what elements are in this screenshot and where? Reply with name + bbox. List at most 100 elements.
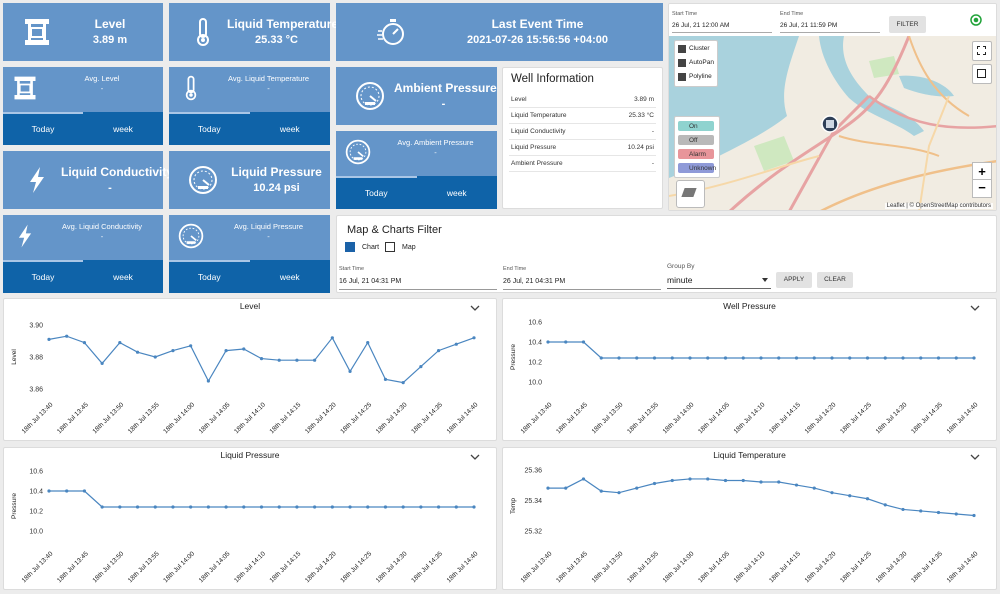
field-value[interactable]: 26 Jul, 21 04:31 PM xyxy=(503,278,566,285)
icon xyxy=(30,167,44,193)
x-tick-label: 18th Jul 14:40 xyxy=(946,401,980,435)
tab[interactable]: week xyxy=(279,124,300,134)
tile-title: Liquid Temperature xyxy=(227,17,339,31)
tile-title: Ambient Pressure xyxy=(394,81,497,95)
data-point xyxy=(206,505,210,509)
x-tick-label: 18th Jul 14:00 xyxy=(162,401,196,435)
tab-bar: Today week xyxy=(169,260,330,293)
icon xyxy=(377,19,404,45)
checkbox[interactable] xyxy=(678,59,686,67)
data-point xyxy=(224,505,228,509)
map-toolbar xyxy=(669,4,996,36)
icon xyxy=(356,82,384,110)
map-road xyxy=(918,95,950,210)
icon xyxy=(185,75,197,101)
icon-part xyxy=(14,95,36,100)
x-tick-label: 18th Jul 14:00 xyxy=(162,550,196,584)
data-point xyxy=(759,356,763,360)
y-tick-label: 10.0 xyxy=(528,380,542,387)
x-tick-label: 18th Jul 13:55 xyxy=(626,401,660,435)
data-point xyxy=(436,505,441,509)
icon-part xyxy=(345,139,371,165)
tab[interactable]: Today xyxy=(31,124,55,134)
filter-button[interactable]: FILTER xyxy=(889,16,926,33)
clear-button[interactable]: CLEAR xyxy=(817,272,853,288)
checkbox[interactable] xyxy=(345,242,355,252)
data-point xyxy=(472,505,476,509)
x-tick-label: 18th Jul 13:40 xyxy=(520,401,554,435)
apply-button[interactable]: APPLY xyxy=(776,272,812,288)
field-value[interactable]: 26 Jul, 21 11:59 PM xyxy=(780,22,838,29)
map[interactable] xyxy=(669,36,997,211)
data-point xyxy=(901,507,905,512)
icon-part xyxy=(360,86,380,106)
x-tick-label: 18th Jul 14:10 xyxy=(733,550,767,584)
x-tick-label: 18th Jul 14:35 xyxy=(410,401,444,435)
tab[interactable]: week xyxy=(113,124,133,134)
data-point xyxy=(777,480,781,484)
data-point xyxy=(546,340,550,344)
field-value[interactable]: 16 Jul, 21 04:31 PM xyxy=(339,278,402,285)
data-point xyxy=(652,356,657,360)
x-tick-label: 18th Jul 14:15 xyxy=(768,550,802,584)
x-tick-label: 18th Jul 14:40 xyxy=(446,401,480,435)
chart-card: Level Level 3.86 3.88 3.90 18th Jul 13:40 18th… xyxy=(3,298,497,441)
data-point xyxy=(366,341,370,345)
info-label: Liquid Conductivity xyxy=(511,128,566,135)
x-tick-label: 18th Jul 14:20 xyxy=(804,550,838,584)
tile-value: 2021-07-26 15:56:56 +04:00 xyxy=(467,34,608,46)
x-tick-label: 18th Jul 13:40 xyxy=(21,550,55,584)
y-tick-label: 3.86 xyxy=(29,387,43,394)
tile-title: Last Event Time xyxy=(491,17,584,31)
x-tick-label: 18th Jul 14:30 xyxy=(875,401,909,435)
zoom-in[interactable]: + xyxy=(972,162,992,181)
legend-swatch xyxy=(678,163,714,173)
data-point xyxy=(617,356,621,360)
icon-part xyxy=(178,223,204,249)
average-value: - xyxy=(267,84,270,93)
data-point xyxy=(794,356,799,360)
checkbox[interactable] xyxy=(385,242,395,252)
group-value[interactable]: minute xyxy=(667,275,693,285)
average-value: - xyxy=(100,84,104,93)
tab[interactable]: Today xyxy=(197,124,221,134)
tab[interactable]: week xyxy=(279,272,300,282)
tab[interactable]: Today xyxy=(197,272,221,282)
data-point xyxy=(581,477,586,481)
x-tick-label: 18th Jul 14:00 xyxy=(662,550,696,584)
icon-part xyxy=(14,76,36,81)
data-point xyxy=(189,344,193,348)
field-value[interactable]: 26 Jul, 21 12:00 AM xyxy=(672,22,730,29)
average-title: Avg. Level xyxy=(84,74,120,83)
group-underline xyxy=(667,288,771,289)
field-underline xyxy=(780,32,880,33)
data-point xyxy=(189,505,193,509)
locate-icon[interactable] xyxy=(969,13,983,27)
icon-part xyxy=(382,23,404,45)
y-tick-label: 25.36 xyxy=(524,467,542,474)
checkbox[interactable] xyxy=(678,45,686,53)
checkbox[interactable] xyxy=(678,73,686,81)
tab[interactable]: week xyxy=(113,272,133,282)
icon-part xyxy=(349,143,367,161)
data-point xyxy=(383,377,388,381)
chart-card: Liquid Pressure Pressure 10.0 10.2 10.4 10.6 1… xyxy=(3,447,497,590)
x-tick-label: 18th Jul 14:40 xyxy=(446,550,480,584)
y-tick-label: 10.2 xyxy=(29,509,43,516)
data-point xyxy=(741,478,745,483)
zoom-out[interactable]: − xyxy=(972,179,992,198)
x-tick-label: 18th Jul 14:15 xyxy=(269,401,303,435)
tab[interactable]: Today xyxy=(364,188,388,198)
arrow xyxy=(762,278,768,282)
data-point xyxy=(883,503,887,507)
tab[interactable]: week xyxy=(446,188,467,198)
map-road xyxy=(728,36,911,210)
x-tick-label: 18th Jul 14:20 xyxy=(804,401,838,435)
group-label: Group By xyxy=(667,263,695,270)
data-point xyxy=(313,358,317,362)
fs-glyph xyxy=(977,69,986,78)
chart: Liquid Pressure Pressure 10.0 10.2 10.4 10.6 1… xyxy=(11,450,480,584)
data-point xyxy=(100,505,104,509)
tab[interactable]: Today xyxy=(31,272,55,282)
y-tick-label: 25.32 xyxy=(524,528,542,535)
